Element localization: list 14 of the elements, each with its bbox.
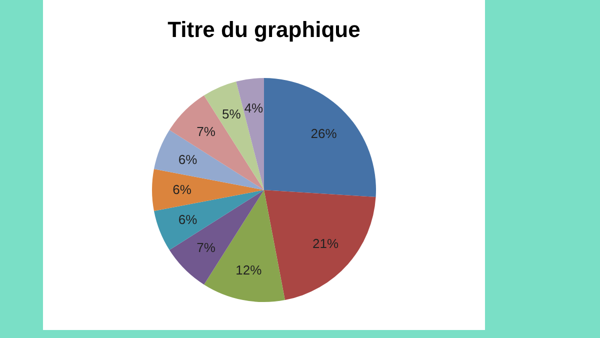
chart-title: Titre du graphique [168,17,360,42]
data-label: 26% [310,126,338,141]
data-label: 21% [312,236,339,252]
data-label: 12% [236,262,262,278]
data-label: 5% [222,106,242,122]
data-label: 7% [196,240,216,255]
pie-slice [264,78,376,198]
data-label: 4% [244,100,264,116]
data-label: 6% [178,152,198,167]
pie-slice [264,190,376,300]
data-label: 6% [172,182,192,197]
data-label: 7% [196,124,216,140]
data-label: 6% [178,212,198,228]
pie-slice [152,169,264,211]
